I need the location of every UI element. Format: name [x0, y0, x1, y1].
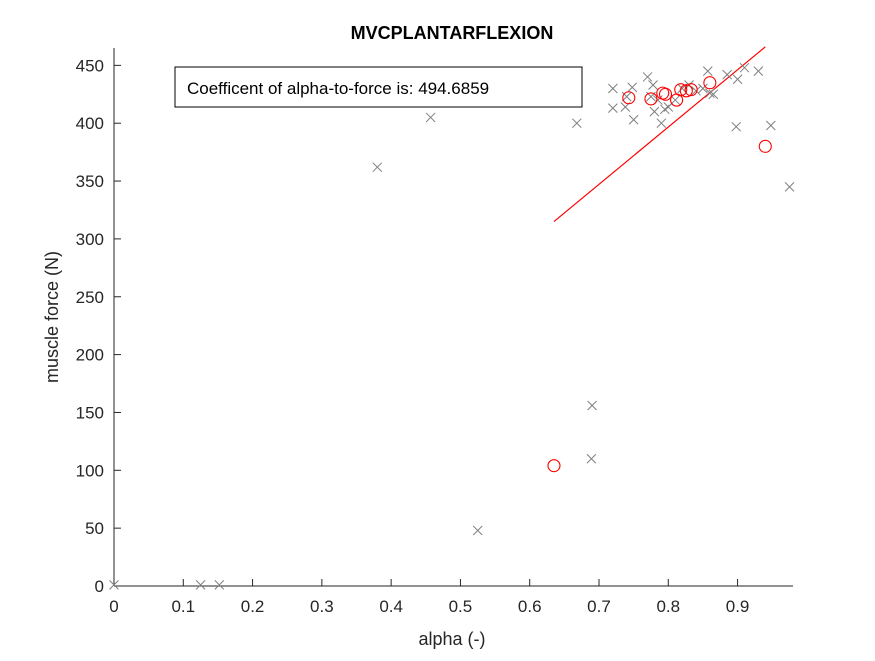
chart-title: MVCPLANTARFLEXION — [351, 23, 554, 43]
data-point-circle — [644, 92, 658, 106]
data-point-x — [608, 83, 618, 94]
x-tick-label: 0.3 — [310, 597, 334, 616]
x-tick-label: 0.4 — [379, 597, 403, 616]
data-point-x — [642, 72, 653, 82]
data-point-circle — [679, 84, 693, 98]
data-point-circle — [758, 139, 772, 153]
data-point-x — [587, 400, 597, 411]
data-point-x — [670, 95, 681, 105]
x-tick-label: 0.1 — [171, 597, 195, 616]
data-point-circle — [658, 87, 673, 101]
x-tick-label: 0.7 — [587, 597, 611, 616]
data-point-x — [739, 62, 750, 73]
fit-line — [553, 46, 766, 223]
y-tick-label: 250 — [76, 288, 104, 307]
x-tick-label: 0.5 — [449, 597, 473, 616]
data-point-x — [722, 69, 733, 80]
data-point-x — [784, 181, 795, 192]
x-tick-label: 0.9 — [726, 597, 750, 616]
data-point-x — [698, 83, 708, 94]
data-point-x — [765, 120, 776, 131]
y-tick-label: 400 — [76, 114, 104, 133]
data-point-x — [705, 88, 715, 98]
data-point-x — [586, 453, 597, 464]
data-point-x — [708, 89, 719, 100]
data-point-x — [732, 74, 743, 85]
x-tick-label: 0.6 — [518, 597, 542, 616]
data-point-x — [571, 118, 582, 129]
y-tick-label: 50 — [85, 519, 104, 538]
data-point-x — [621, 91, 632, 102]
data-markers — [109, 62, 795, 590]
data-point-x — [109, 579, 119, 590]
annotation-text: Coefficent of alpha-to-force is: 494.685… — [187, 79, 489, 98]
data-point-x — [648, 80, 658, 90]
data-point-x — [195, 579, 206, 590]
data-point-x — [731, 121, 742, 132]
data-point-circle — [622, 91, 636, 105]
data-point-x — [627, 82, 638, 93]
y-tick-label: 100 — [76, 461, 104, 480]
x-tick-label: 0 — [109, 597, 118, 616]
y-tick-label: 0 — [95, 577, 104, 596]
data-point-x — [691, 85, 701, 96]
y-axis-label: muscle force (N) — [42, 251, 62, 383]
y-tick-label: 150 — [76, 403, 104, 422]
data-point-x — [472, 525, 483, 536]
y-tick-label: 300 — [76, 230, 104, 249]
y-tick-label: 450 — [76, 56, 104, 75]
plot-axes: 0 0.1 0.2 0.3 0.4 0.5 0.6 0.7 0.8 0.9 0 50 100 150 200… — [76, 48, 793, 616]
data-point-x — [425, 112, 436, 123]
y-tick-label: 200 — [76, 346, 104, 365]
x-axis-label: alpha (-) — [418, 629, 485, 649]
annotation-box: Coefficent of alpha-to-force is: 494.685… — [174, 66, 583, 108]
data-point-circle — [703, 76, 717, 90]
data-point-circle — [674, 83, 688, 97]
data-point-x — [702, 66, 713, 76]
x-tick-label: 0.2 — [241, 597, 265, 616]
regression-line — [553, 46, 766, 223]
data-point-circle — [547, 459, 561, 473]
data-point-x — [656, 118, 667, 129]
y-tick-label: 350 — [76, 172, 104, 191]
x-tick-label: 0.8 — [656, 597, 680, 616]
data-point-x — [214, 579, 225, 590]
data-point-x — [608, 103, 618, 114]
data-point-x — [753, 66, 764, 76]
data-point-circle — [684, 83, 698, 97]
data-point-x — [628, 114, 639, 125]
data-point-x — [649, 106, 660, 117]
data-point-x — [372, 162, 383, 173]
